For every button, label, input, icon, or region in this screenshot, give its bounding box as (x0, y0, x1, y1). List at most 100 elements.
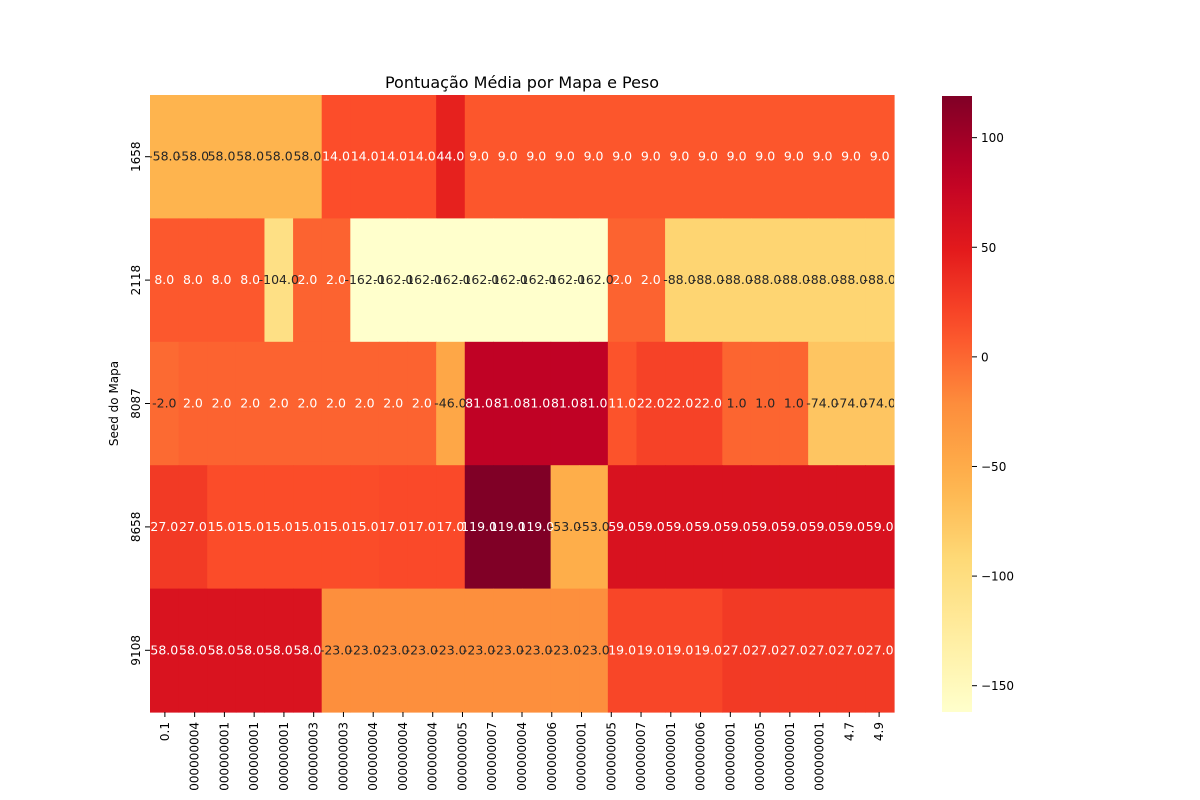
y-axis-label: Seed do Mapa (107, 361, 121, 446)
heatmap-cell (808, 341, 838, 466)
heatmap-cell (779, 465, 809, 590)
cell-value-label: -162.0 (402, 272, 442, 287)
heatmap-cell (865, 341, 895, 466)
heatmap-cell (235, 341, 266, 466)
x-tick-label: 000000003 (307, 722, 321, 791)
heatmap-cell (607, 341, 638, 466)
cell-value-label: 2.0 (212, 396, 232, 411)
colorbar-tick-label: −150 (981, 679, 1014, 693)
cell-value-label: 58.0 (208, 149, 236, 164)
cell-value-label: -162.0 (459, 272, 499, 287)
heatmap-cell (178, 218, 208, 343)
cell-value-label: 9.0 (813, 149, 833, 164)
cell-value-label: 2.0 (240, 396, 260, 411)
heatmap-cell (722, 218, 752, 343)
heatmap-cell (836, 465, 866, 590)
cell-value-label: 19.0 (608, 642, 636, 657)
heatmap-cell (493, 341, 523, 466)
heatmap-cell (550, 95, 580, 219)
y-tick-label: 1658 (129, 141, 143, 172)
cell-value-label: 58.0 (265, 642, 293, 657)
cell-value-label: -23.0 (463, 642, 495, 657)
heatmap-cell (522, 465, 552, 590)
x-tick-label: 000000001 (277, 722, 291, 791)
cell-value-label: -23.0 (406, 642, 438, 657)
x-tick-label: 000000004 (366, 722, 380, 791)
cell-value-label: 19.0 (694, 642, 722, 657)
x-tick-label: 000000001 (247, 722, 261, 791)
heatmap-cell (579, 588, 609, 713)
heatmap-cell (579, 341, 609, 466)
cell-value-label: 27.0 (751, 642, 779, 657)
x-tick-label: 4.7 (842, 722, 856, 741)
heatmap-cell (579, 218, 609, 343)
cell-value-label: -2.0 (152, 396, 176, 411)
cell-value-label: 14.0 (379, 149, 407, 164)
cell-value-label: 9.0 (612, 149, 632, 164)
cell-value-label: 58.0 (293, 642, 321, 657)
x-tick-label: 000000005 (604, 722, 618, 791)
cell-value-label: -104.0 (259, 272, 299, 287)
heatmap-cell (750, 95, 781, 219)
x-tick-label: 000000001 (217, 722, 231, 791)
heatmap-cell (808, 218, 838, 343)
cell-value-label: 2.0 (326, 272, 346, 287)
cell-value-label: -74.0 (864, 396, 896, 411)
heatmap-cell (178, 588, 208, 713)
cell-value-label: 44.0 (437, 149, 465, 164)
heatmap-cell (693, 218, 723, 343)
cell-value-label: -162.0 (573, 272, 613, 287)
colorbar-tick-label: −100 (981, 570, 1014, 584)
heatmap-cell (436, 95, 466, 219)
heatmap-cell (493, 588, 523, 713)
cell-value-label: 22.0 (694, 396, 722, 411)
heatmap-cell (779, 588, 809, 713)
cell-value-label: 2.0 (355, 396, 375, 411)
x-tick-label: 000000001 (664, 722, 678, 791)
cell-value-label: 59.0 (608, 519, 636, 534)
heatmap-cell (407, 588, 437, 713)
heatmap-cell (550, 218, 580, 343)
heatmap-cell (321, 341, 351, 466)
cell-value-label: -53.0 (577, 519, 609, 534)
heatmap-cell (264, 341, 294, 466)
y-tick-label: 8087 (129, 388, 143, 419)
cell-value-label: 59.0 (694, 519, 722, 534)
heatmap-cell (865, 95, 895, 219)
heatmap-cell (293, 588, 323, 713)
heatmap-cell (293, 465, 323, 590)
heatmap-cell (436, 341, 466, 466)
heatmap-cell (264, 218, 294, 343)
cell-value-label: 15.0 (322, 519, 350, 534)
cell-value-label: 22.0 (637, 396, 665, 411)
heatmap-cell (150, 465, 180, 590)
heatmap-cell (836, 588, 866, 713)
y-tick-label: 8658 (129, 512, 143, 543)
heatmap-cell (750, 588, 781, 713)
heatmap-cell (150, 341, 180, 466)
cell-value-label: 27.0 (150, 519, 178, 534)
heatmap-cell (436, 588, 466, 713)
x-tick-label: 0.1 (158, 722, 172, 741)
x-tick-label: 4.9 (872, 722, 886, 741)
heatmap-cell (665, 465, 695, 590)
heatmap-cell (321, 588, 351, 713)
x-tick-label: 000000001 (723, 722, 737, 791)
cell-value-label: -88.0 (692, 272, 724, 287)
cell-value-label: 2.0 (297, 272, 317, 287)
heatmap-cell (407, 465, 437, 590)
cell-value-label: -88.0 (835, 272, 867, 287)
cell-value-label: -23.0 (492, 642, 524, 657)
cell-value-label: 14.0 (351, 149, 379, 164)
heatmap-cell (207, 218, 237, 343)
heatmap-cell (293, 95, 323, 219)
heatmap-cell (607, 95, 638, 219)
cell-value-label: 58.0 (236, 149, 264, 164)
cell-value-label: 2.0 (641, 272, 661, 287)
cell-value-label: 14.0 (322, 149, 350, 164)
colorbar: 100 50 0 −50 −100 −150 (942, 96, 1014, 712)
heatmap-cell (636, 588, 666, 713)
cell-value-label: 2.0 (269, 396, 289, 411)
heatmap-cell (264, 588, 294, 713)
heatmap-cell (407, 218, 437, 343)
